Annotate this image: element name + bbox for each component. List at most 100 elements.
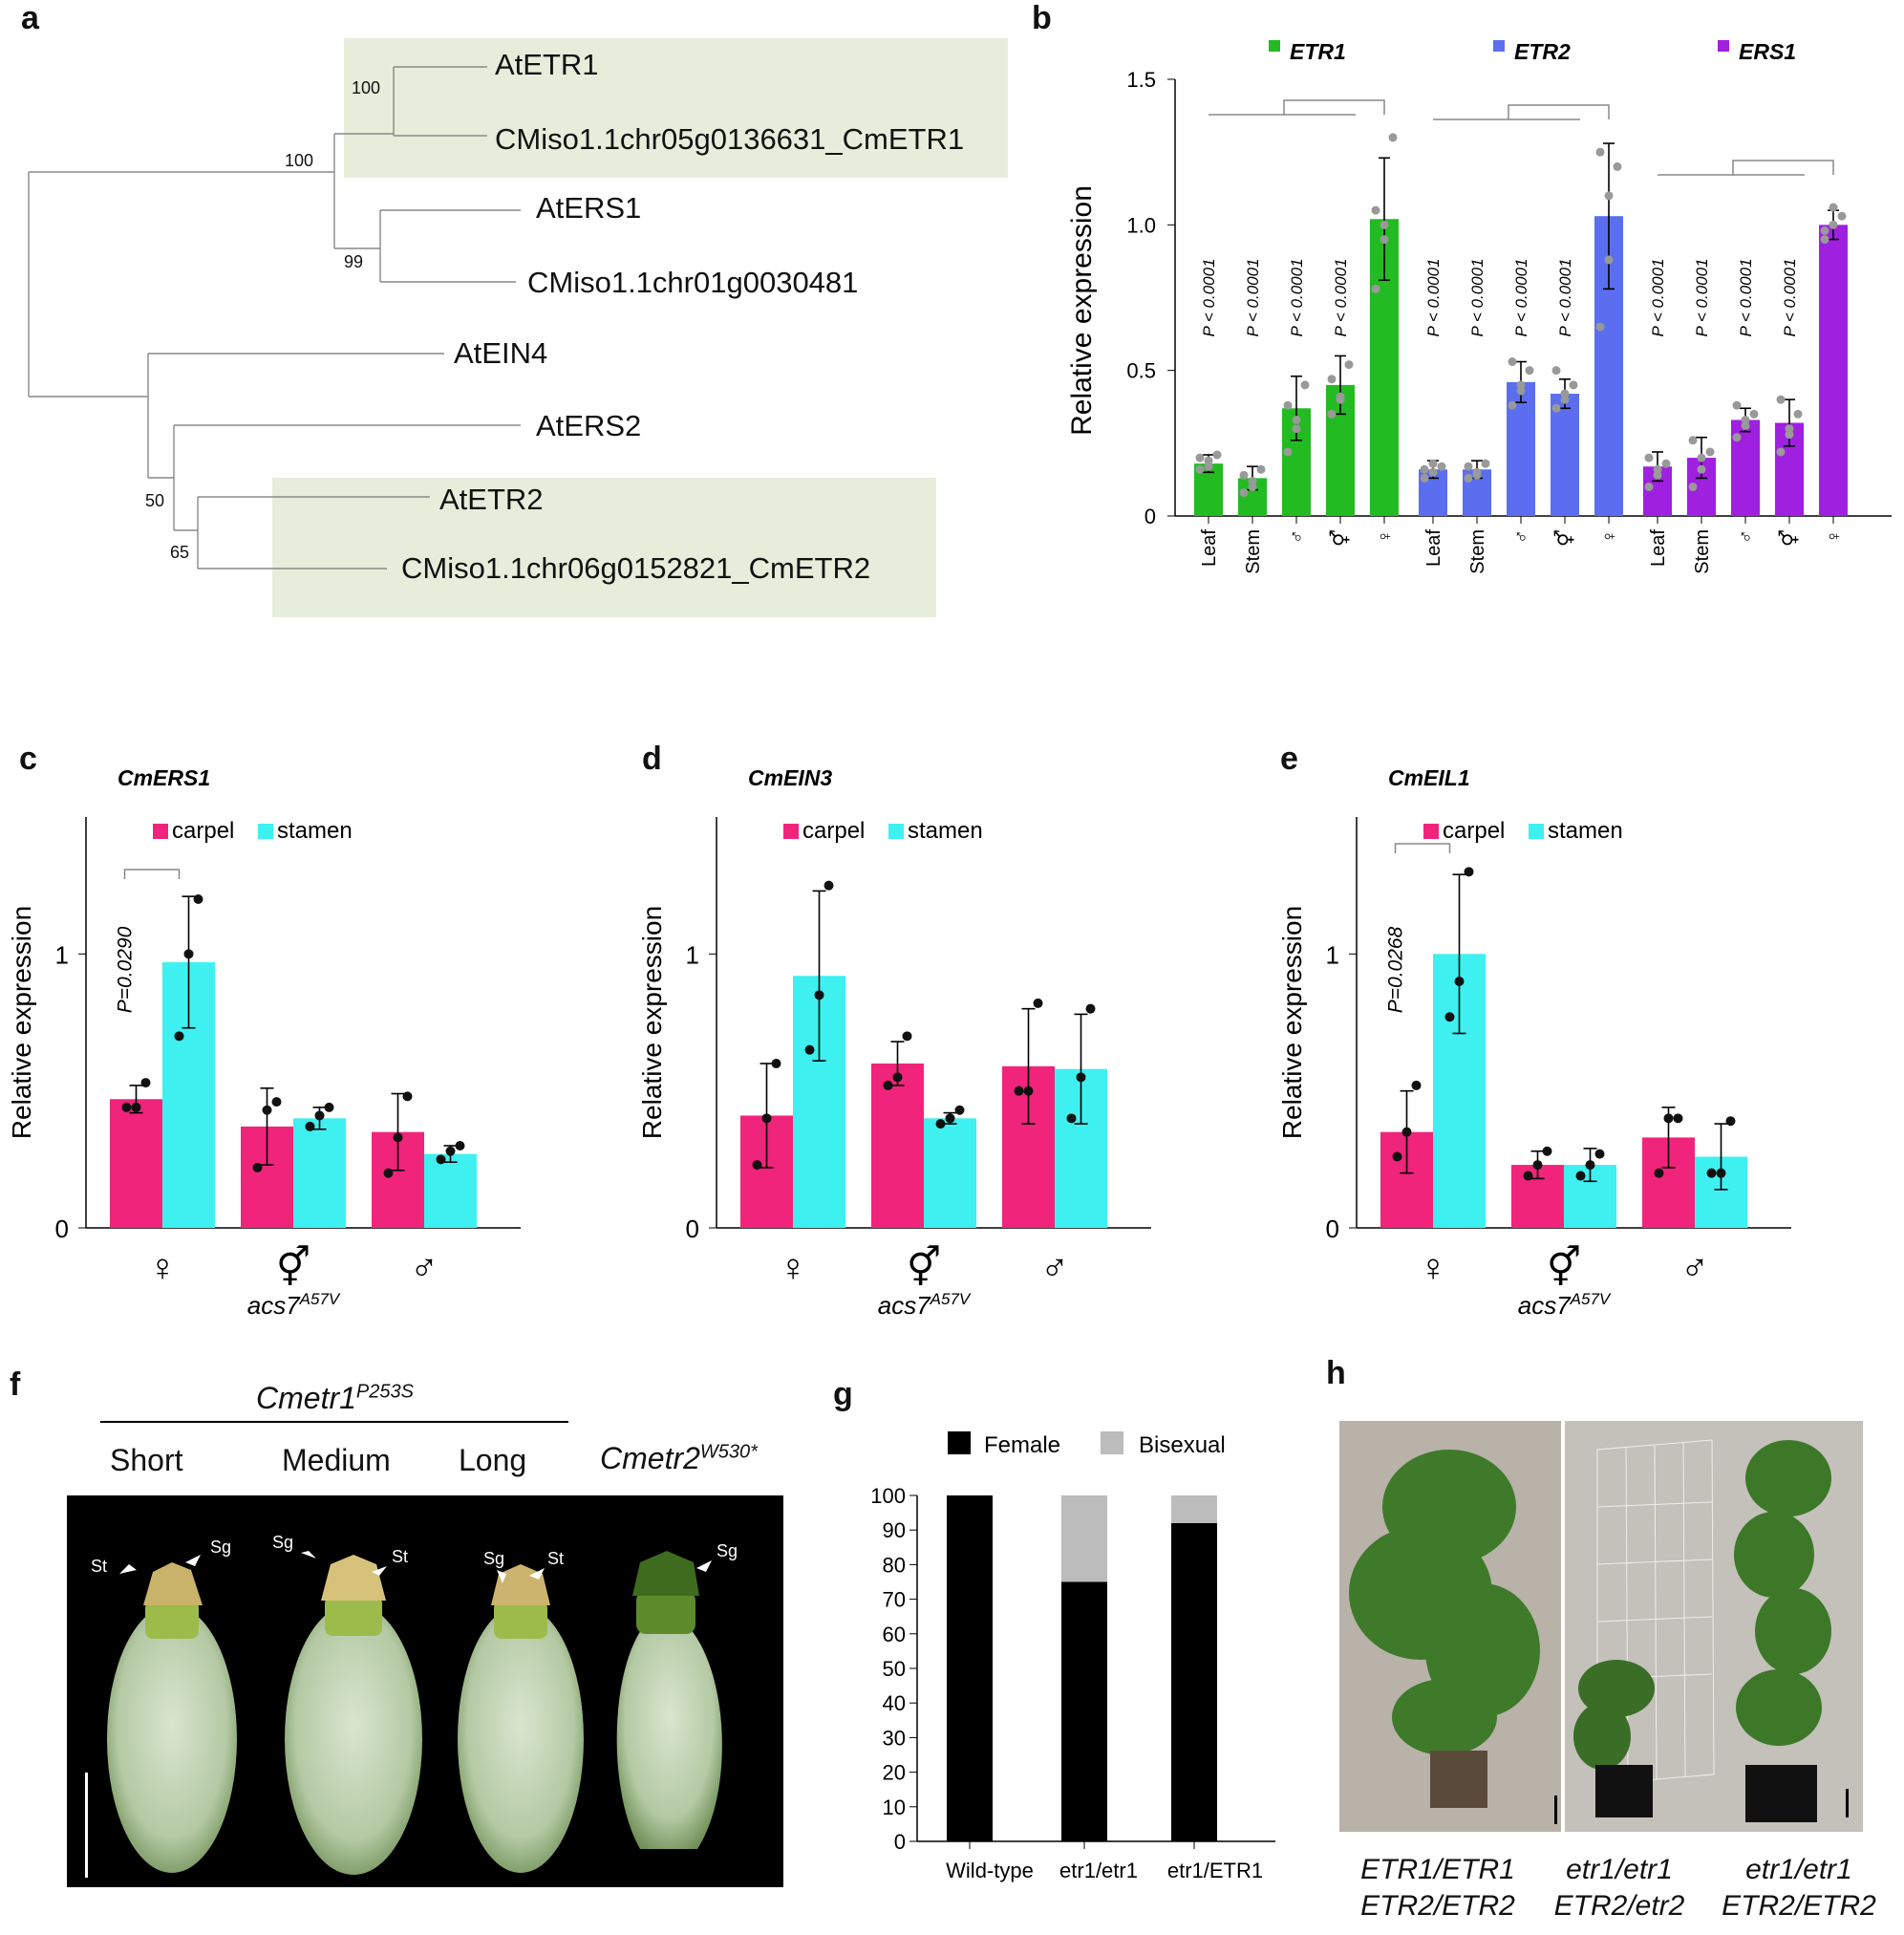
y-axis-label: Relative expression: [637, 906, 667, 1139]
data-point: [771, 1059, 781, 1068]
y-tick-label: 1: [55, 940, 69, 969]
y-tick-label: 90: [883, 1518, 906, 1542]
stamen-mark-label: St: [392, 1547, 408, 1566]
genotype-label-2: etr1/etr1 ETR2/etr2: [1553, 1854, 1685, 1922]
data-point: [1401, 1127, 1412, 1137]
data-point: [1283, 447, 1293, 457]
data-point: [1195, 464, 1205, 474]
legend-swatch-stamen: [258, 824, 273, 839]
phylogenetic-tree: AtETR1 CMiso1.1chr05g0136631_CmETR1 AtER…: [28, 38, 1008, 617]
scale-bar: [1554, 1795, 1557, 1824]
legend-label-carpel: carpel: [802, 818, 865, 844]
data-point: [1551, 403, 1561, 413]
data-point: [1437, 462, 1446, 471]
chart-title: CmERS1: [118, 765, 210, 790]
plant-etr1-etr2-wt: [1734, 1440, 1831, 1746]
data-point: [1023, 1086, 1034, 1096]
group-symbol: ♂: [410, 1247, 439, 1289]
p-value-label: P < 0.0001: [1649, 258, 1667, 336]
data-point: [252, 1162, 263, 1172]
data-point: [1560, 389, 1570, 398]
data-point: [271, 1097, 282, 1107]
data-point: [1741, 415, 1750, 424]
y-tick-label: 1: [686, 940, 699, 969]
bootstrap-value: 65: [170, 543, 189, 562]
data-point: [1428, 459, 1438, 468]
stacked-bar-chart-g: Female Bisexual 0 10 20 30 40 50 60 70 80 90 100 Wild…: [870, 1431, 1275, 1882]
data-point: [455, 1141, 465, 1150]
group-symbol: ♀: [148, 1247, 177, 1289]
data-point: [131, 1102, 141, 1112]
x-tick-label: Stem: [1692, 529, 1713, 574]
data-point: [1551, 366, 1561, 376]
data-point: [1481, 459, 1490, 468]
x-tick-label: ♀: [1599, 529, 1620, 544]
bar-female: [1171, 1522, 1217, 1841]
genotype-label: acs7A57V: [247, 1290, 341, 1320]
significance-bracket: [123, 869, 181, 879]
tree-taxon: CMiso1.1chr05g0136631_CmETR1: [495, 122, 964, 156]
data-point: [1464, 462, 1473, 471]
bar-female: [947, 1495, 993, 1841]
data-point: [1644, 453, 1654, 462]
data-point: [1542, 1146, 1552, 1156]
data-point: [1585, 1160, 1595, 1171]
p-value-label: P < 0.0001: [1200, 258, 1218, 336]
data-point: [1595, 147, 1605, 157]
genotype-name: acs7: [1518, 1291, 1572, 1320]
y-tick-label: 40: [883, 1691, 906, 1715]
arrowhead: [185, 1555, 201, 1566]
plant-wildtype: [1349, 1450, 1540, 1755]
bar-bisexual: [1171, 1495, 1217, 1523]
x-tick-label: ⚥: [1329, 529, 1352, 547]
stigma-mark-label: Sg: [717, 1541, 738, 1560]
data-point: [1336, 395, 1345, 404]
arrowhead: [696, 1560, 712, 1572]
data-point: [1388, 133, 1398, 142]
highlight-etr1-clade: [344, 38, 1008, 178]
data-point: [1523, 1171, 1533, 1181]
expression-chart-d: CmEIN3 carpel stamen 0 1 Relative expression ♀…: [637, 765, 1151, 1320]
data-point: [1420, 473, 1429, 483]
bar-stamen: [293, 1118, 346, 1228]
expression-chart-c: CmERS1 carpel stamen 0 1 Relative expression ♀…: [7, 765, 521, 1320]
data-point: [804, 1044, 815, 1055]
x-tick-label: Leaf: [1199, 529, 1220, 567]
arrowhead: [372, 1566, 387, 1576]
data-point: [824, 880, 834, 891]
p-value-label: P < 0.0001: [1512, 258, 1530, 336]
panel-label-c: c: [19, 741, 37, 777]
y-axis-label: Relative expression: [1277, 906, 1307, 1139]
data-point: [902, 1031, 912, 1042]
legend-swatch-bisexual: [1101, 1431, 1123, 1454]
data-point: [1516, 380, 1526, 390]
data-point: [305, 1121, 315, 1131]
stamen-mark-label: St: [91, 1557, 107, 1576]
tree-taxon: CMiso1.1chr06g0152821_CmETR2: [401, 551, 870, 585]
data-point: [1014, 1086, 1024, 1096]
data-point: [1820, 226, 1829, 235]
x-tick-label: etr1/ETR1: [1167, 1859, 1263, 1882]
stamen-mark-label: St: [547, 1549, 564, 1568]
significance-bracket: [1508, 104, 1610, 119]
data-point: [1829, 203, 1838, 212]
data-point: [1837, 211, 1847, 221]
y-tick-label: 100: [870, 1484, 906, 1508]
data-point: [1705, 447, 1715, 457]
panel-label-g: g: [833, 1376, 853, 1412]
data-point: [393, 1132, 403, 1143]
data-point: [1688, 483, 1698, 492]
legend-label: ETR2: [1514, 39, 1571, 64]
data-point: [193, 894, 203, 904]
p-value-label: P < 0.0001: [1781, 258, 1799, 336]
data-point: [935, 1119, 946, 1129]
data-point: [1195, 453, 1205, 462]
data-point: [883, 1080, 893, 1090]
data-point: [814, 990, 824, 1000]
data-point: [1411, 1080, 1422, 1090]
y-tick-label: 60: [883, 1623, 906, 1646]
data-point: [1300, 380, 1310, 390]
x-tick-label: ♀: [1824, 529, 1845, 544]
data-point: [1420, 464, 1429, 474]
arrowhead: [119, 1564, 137, 1574]
